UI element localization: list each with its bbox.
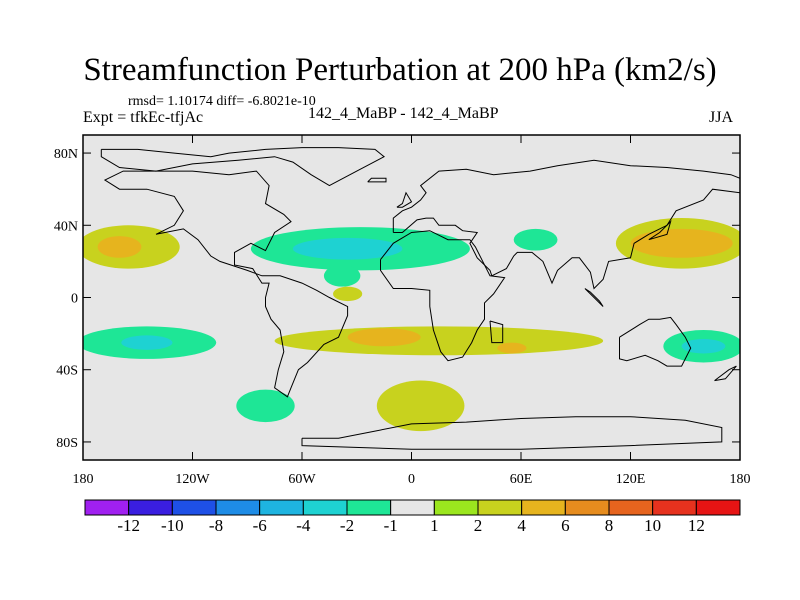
colorbar-swatch-0 (84, 499, 130, 516)
colorbar-label-8: 2 (473, 516, 483, 535)
coastline-2 (392, 159, 740, 290)
contour-field-8 (630, 228, 733, 258)
colorbar-swatch-1 (128, 499, 173, 516)
y-tick-label-2: 0 (71, 292, 78, 307)
y-tick-label-3: 40S (56, 364, 78, 379)
coastlines (100, 147, 740, 450)
coastline-3 (380, 230, 506, 362)
colorbar-swatch-13 (652, 499, 697, 516)
coastline-5 (301, 416, 723, 450)
colorbar-label-13: 12 (687, 516, 705, 535)
contour-field-13 (497, 342, 527, 354)
x-tick-label-1: 120W (175, 472, 210, 487)
x-tick-label-2: 60W (288, 472, 316, 487)
coastline-7 (367, 177, 387, 183)
colorbar-label-7: 1 (430, 516, 439, 535)
colorbar-swatch-9 (477, 499, 523, 516)
colorbar-label-9: 4 (517, 516, 526, 535)
colorbar-label-11: 8 (604, 516, 614, 535)
y-tick-label-1: 40N (54, 219, 78, 234)
colorbar-label-3: -6 (252, 516, 267, 535)
colorbar-swatch-8 (433, 499, 479, 516)
y-axis: 80N 40N 0 40S 80S (54, 147, 740, 451)
stats-label: rmsd= 1.10174 diff= -6.8021e-10 (128, 94, 316, 109)
contour-field-5 (333, 286, 363, 302)
coastline-0 (100, 147, 386, 187)
contour-field-17 (376, 380, 465, 432)
colorbar-swatch-2 (171, 499, 217, 516)
chart-title: Streamfunction Perturbation at 200 hPa (… (83, 52, 717, 88)
experiment-label: Expt = tfkEc-tfjAc (83, 109, 204, 126)
x-tick-label-3: 0 (408, 472, 415, 487)
colorbar-label-1: -10 (160, 516, 184, 535)
colorbar-swatch-12 (608, 499, 654, 516)
colorbar-label-10: 6 (561, 516, 570, 535)
contour-field-4 (323, 265, 361, 287)
coastline-4 (619, 316, 692, 367)
colorbar-label-4: -4 (296, 516, 311, 535)
y-tick-label-4: 80S (56, 436, 78, 451)
colorbar-swatch-7 (390, 499, 435, 516)
x-tick-label-0: 180 (73, 472, 94, 487)
coastline-11 (714, 365, 737, 382)
colorbar (84, 499, 741, 516)
colorbar-swatch-4 (259, 499, 304, 516)
colorbar-swatch-5 (302, 499, 348, 516)
coastline-6 (396, 191, 413, 208)
x-tick-label-5: 120E (616, 472, 646, 487)
contour-field-1 (97, 236, 142, 258)
colorbar-swatch-10 (521, 499, 566, 516)
contour-field-16 (236, 389, 295, 423)
coastline-8 (489, 320, 504, 344)
colorbar-swatch-14 (695, 499, 741, 516)
colorbar-swatch-11 (564, 499, 610, 516)
contour-field-10 (121, 335, 173, 350)
coastline-10 (648, 219, 672, 241)
colorbar-swatch-6 (346, 499, 392, 516)
contour-field-12 (347, 328, 421, 347)
colorbar-label-2: -8 (208, 516, 224, 535)
y-tick-label-0: 80N (54, 147, 78, 162)
contour-fields (83, 218, 740, 432)
case-label: 142_4_MaBP - 142_4_MaBP (308, 105, 499, 122)
contour-field-3 (292, 237, 403, 260)
x-tick-label-4: 60E (510, 472, 533, 487)
x-axis: 180 120W 60W 0 60E 120E 180 (73, 135, 751, 487)
season-label: JJA (709, 109, 734, 126)
coastline-9 (584, 288, 604, 307)
contour-field-11 (274, 326, 604, 356)
colorbar-label-0: -12 (117, 516, 140, 535)
coastline-1 (103, 170, 349, 398)
contour-field-15 (681, 339, 726, 354)
x-tick-label-6: 180 (730, 472, 751, 487)
colorbar-label-6: -1 (383, 516, 398, 535)
colorbar-label-5: -2 (339, 516, 355, 535)
colorbar-label-12: 10 (644, 516, 662, 535)
colorbar-swatch-3 (215, 499, 261, 516)
contour-field-6 (513, 228, 558, 251)
